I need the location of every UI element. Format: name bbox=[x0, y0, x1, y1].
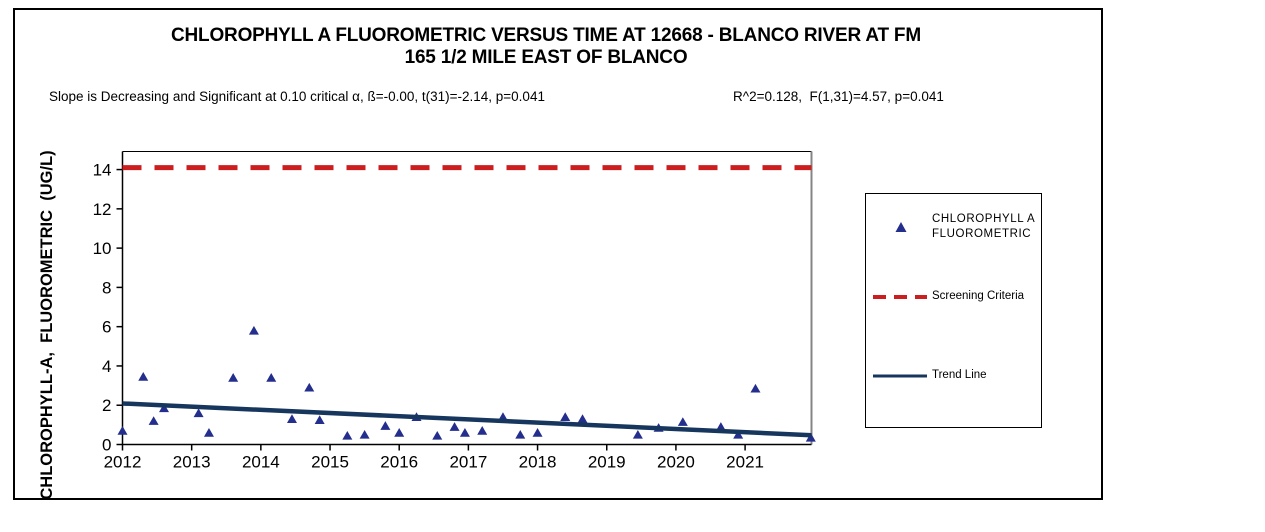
trend-line bbox=[122, 401, 812, 438]
solid-line-icon bbox=[873, 374, 927, 377]
data-point bbox=[248, 325, 259, 335]
data-point bbox=[449, 422, 460, 431]
data-point bbox=[159, 403, 170, 413]
legend-label-trend: Trend Line bbox=[932, 369, 987, 381]
y-tick-label: 14 bbox=[93, 161, 112, 180]
legend-label-screening: Screening Criteria bbox=[932, 290, 1025, 302]
data-point bbox=[148, 416, 159, 425]
data-point bbox=[193, 408, 204, 418]
y-tick-label: 4 bbox=[102, 357, 111, 376]
data-point bbox=[117, 426, 128, 435]
data-point bbox=[677, 417, 688, 426]
x-tick-label: 2018 bbox=[519, 453, 557, 472]
data-point bbox=[477, 426, 488, 435]
data-point bbox=[515, 429, 526, 439]
data-point bbox=[632, 429, 643, 439]
y-tick-label: 12 bbox=[93, 200, 112, 219]
data-point bbox=[342, 430, 353, 440]
chart-title-line2: 165 1/2 MILE EAST OF BLANCO bbox=[404, 47, 688, 68]
x-tick-label: 2017 bbox=[449, 453, 487, 472]
data-point bbox=[286, 414, 297, 423]
data-point bbox=[750, 383, 761, 393]
chart-title: CHLOROPHYLL A FLUOROMETRIC VERSUS TIME A… bbox=[13, 25, 1079, 69]
data-point bbox=[138, 372, 149, 381]
trend-stats-text: Slope is Decreasing and Significant at 0… bbox=[49, 89, 545, 104]
x-tick-label: 2019 bbox=[588, 453, 626, 472]
data-point bbox=[715, 422, 726, 431]
legend-label-chlorophyll: CHLOROPHYLL A FLUOROMETRIC bbox=[932, 212, 1035, 242]
data-point bbox=[577, 414, 588, 423]
y-tick-label: 6 bbox=[102, 318, 111, 337]
data-point bbox=[394, 428, 405, 437]
data-point bbox=[432, 430, 443, 440]
x-tick-label: 2014 bbox=[242, 453, 280, 472]
legend-box: CHLOROPHYLL A FLUOROMETRIC Screening Cri… bbox=[865, 193, 1042, 428]
x-tick-label: 2013 bbox=[173, 453, 211, 472]
y-axis-title: CHLOROPHYLL-A, FLUOROMETRIC (UG/L) bbox=[38, 150, 56, 499]
y-tick-label: 2 bbox=[102, 396, 111, 415]
x-tick-label: 2012 bbox=[104, 453, 142, 472]
legend-entry-chlorophyll: CHLOROPHYLL A FLUOROMETRIC bbox=[873, 212, 1035, 242]
legend-label-chlorophyll-line1: CHLOROPHYLL A bbox=[932, 213, 1036, 225]
y-tick-label: 0 bbox=[102, 436, 111, 455]
y-tick-label: 10 bbox=[93, 239, 112, 258]
legend-label-chlorophyll-line2: FLUOROMETRIC bbox=[932, 228, 1032, 240]
x-tick-label: 2021 bbox=[726, 453, 764, 472]
data-point bbox=[304, 382, 315, 392]
data-point bbox=[532, 428, 543, 437]
chart-title-line1: CHLOROPHYLL A FLUOROMETRIC VERSUS TIME A… bbox=[171, 25, 921, 46]
data-point bbox=[560, 412, 571, 422]
y-tick-label: 8 bbox=[102, 278, 111, 297]
x-tick-label: 2016 bbox=[380, 453, 418, 472]
x-tick-label: 2020 bbox=[657, 453, 695, 472]
data-point bbox=[733, 429, 744, 439]
triangle-marker-icon bbox=[895, 222, 907, 232]
legend-entry-trend: Trend Line bbox=[873, 368, 987, 383]
data-point bbox=[203, 428, 214, 437]
data-point bbox=[380, 421, 391, 430]
data-point bbox=[266, 373, 277, 382]
data-point bbox=[228, 373, 239, 382]
dashed-line-icon bbox=[873, 294, 927, 299]
data-point bbox=[459, 428, 470, 437]
x-tick-label: 2015 bbox=[311, 453, 349, 472]
data-point bbox=[359, 429, 370, 439]
legend-entry-screening: Screening Criteria bbox=[873, 289, 1024, 304]
data-point bbox=[314, 415, 325, 424]
regression-stats-text: R^2=0.128, F(1,31)=4.57, p=0.041 bbox=[733, 89, 944, 104]
